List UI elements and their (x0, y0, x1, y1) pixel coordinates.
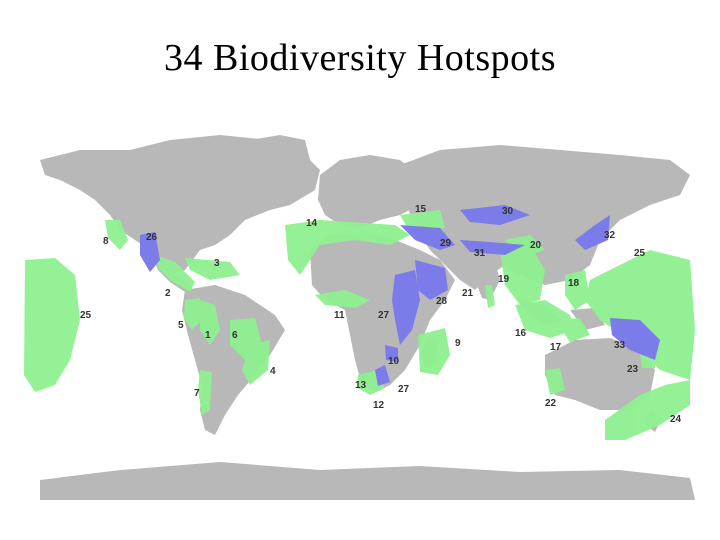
land-antarctica (40, 462, 695, 500)
hotspot-34-east-melanesia (610, 318, 660, 360)
hotspot-27-maputaland-2 (375, 365, 390, 386)
label-20: 20 (530, 240, 542, 251)
label-12: 12 (373, 400, 385, 411)
hotspot-9-madagascar (418, 328, 450, 375)
hotspot-28-eastern-afromontane (392, 270, 420, 345)
label-24: 24 (670, 414, 682, 425)
label-21: 21 (462, 288, 474, 299)
label-23: 23 (627, 364, 639, 375)
label-5: 5 (178, 320, 184, 331)
label-22: 22 (545, 398, 557, 409)
label-8: 8 (103, 236, 109, 247)
label-2: 2 (165, 288, 171, 299)
hotspot-labels: 8 26 3 2 25 5 1 6 4 7 14 15 30 29 31 20 … (80, 204, 682, 425)
hotspot-4-atlantic-forest (242, 340, 270, 385)
label-28: 27 (378, 310, 390, 321)
hotspot-10-maputaland (385, 345, 398, 362)
hotspots-blue (140, 205, 660, 386)
label-25-east: 25 (634, 248, 646, 259)
land-australia (545, 338, 655, 410)
hotspot-11-guinea-forests (315, 290, 370, 308)
hotspot-31-central-asia (460, 205, 530, 225)
land-north-america (40, 135, 320, 275)
hotspot-24-new-zealand (605, 380, 690, 440)
land-greenland (250, 135, 310, 185)
label-1: 1 (205, 330, 211, 341)
label-3: 3 (214, 258, 220, 269)
label-34: 33 (614, 340, 626, 351)
hotspot-3-caribbean (185, 258, 240, 280)
landmasses (40, 135, 695, 500)
hotspot-25-polynesia (585, 250, 695, 380)
hotspot-19-indo-burma (500, 245, 545, 305)
label-10: 10 (388, 356, 400, 367)
hotspot-8-california (105, 220, 128, 250)
label-18: 18 (568, 278, 580, 289)
label-29: 28 (436, 296, 448, 307)
hotspot-2-mesoamerica (155, 255, 195, 292)
hotspot-26-madrean (140, 232, 160, 272)
hotspot-25-pacific-west (24, 258, 80, 392)
label-13: 13 (355, 380, 367, 391)
label-32: 31 (474, 248, 486, 259)
hotspot-20-south-china (505, 235, 545, 258)
label-6: 6 (232, 330, 238, 341)
hotspot-7-chile (198, 370, 212, 415)
hotspot-5-tumbes (184, 298, 202, 330)
label-7: 7 (194, 388, 200, 399)
label-9: 9 (455, 338, 461, 349)
label-19: 19 (498, 274, 510, 285)
label-15: 15 (415, 204, 427, 215)
label-25-west: 25 (80, 310, 92, 321)
land-asia (400, 145, 690, 290)
label-16: 16 (515, 328, 527, 339)
label-27: 27 (398, 384, 410, 395)
hotspot-29-horn-of-africa (415, 260, 448, 300)
hotspot-21-western-ghats (485, 285, 495, 308)
label-33: 32 (604, 230, 616, 241)
label-17: 17 (550, 342, 562, 353)
hotspot-1-andes (200, 300, 220, 345)
label-11: 11 (334, 310, 345, 321)
hotspot-33-japan (575, 215, 610, 250)
hotspot-14-mediterranean (285, 220, 410, 275)
hotspot-30-irano-anatolian (400, 225, 455, 250)
label-4: 4 (270, 366, 276, 377)
label-14: 14 (306, 218, 318, 229)
label-26: 26 (146, 232, 158, 243)
hotspot-16-sundaland (515, 300, 575, 338)
label-31: 30 (502, 206, 514, 217)
hotspot-32-himalaya (460, 240, 525, 255)
map-title: 34 Biodiversity Hotspots (163, 37, 557, 79)
hotspot-18-philippines (565, 270, 590, 310)
label-30: 29 (440, 238, 452, 249)
hotspot-22-sw-australia (545, 368, 565, 395)
hotspot-17-wallacea (555, 318, 590, 342)
